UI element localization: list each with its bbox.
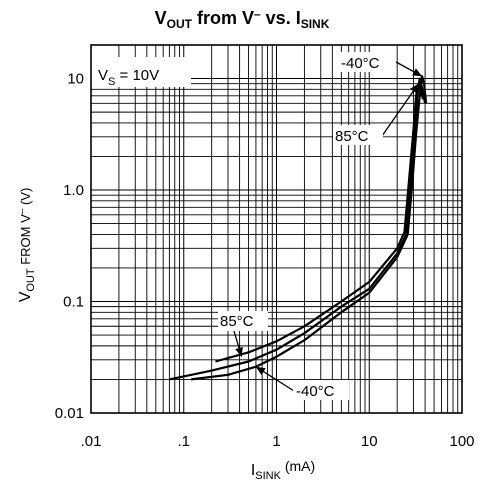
- y-axis-label-main: V: [17, 291, 34, 302]
- y-tick-label: 0.1: [63, 294, 84, 311]
- title-part-c: vs. I: [261, 8, 301, 28]
- y-axis-label-sub: OUT: [25, 268, 37, 292]
- series-line-3: [190, 75, 428, 381]
- plot-curves: [169, 75, 428, 381]
- y-tick-label: 0.01: [55, 405, 84, 422]
- x-axis-label: ISINK (mA): [251, 458, 315, 482]
- title-part-c-sub: SINK: [301, 17, 330, 31]
- x-tick-label: .1: [177, 433, 190, 450]
- title-part-b-sup: –: [254, 7, 261, 21]
- x-tick-label: 100: [449, 433, 474, 450]
- annotation-bg-2: [333, 125, 383, 145]
- y-tick-labels: 0.01 0.1 1.0 10: [55, 71, 84, 422]
- condition-label-main: V: [98, 67, 108, 84]
- y-axis-label-mid: FROM V: [18, 214, 33, 268]
- y-tick-label: 1.0: [63, 182, 84, 199]
- chart-title: VOUT from V– vs. ISINK: [155, 7, 330, 31]
- title-part-a: V: [155, 8, 167, 28]
- annotation-label-3: 85°C: [220, 313, 254, 330]
- annotation-label-2: 85°C: [335, 128, 369, 145]
- y-axis-label-sup: –: [17, 208, 28, 214]
- annotation-bg-4: [293, 380, 349, 400]
- annotation-arrow-head: [412, 68, 422, 77]
- y-axis-label: VOUT FROM V– (V): [17, 188, 37, 303]
- title-part-b: from V: [192, 8, 254, 28]
- title-part-a-sub: OUT: [167, 17, 193, 31]
- annotation-arrow-line: [381, 83, 420, 137]
- y-axis-label-end: (V): [18, 188, 33, 209]
- y-tick-label: 10: [67, 71, 84, 88]
- annotation-label-4: -40°C: [296, 383, 335, 400]
- annotation-arrow-head: [255, 366, 266, 375]
- x-tick-labels: .01 .1 1 10 100: [81, 433, 475, 450]
- annotation-arrow-head: [235, 346, 243, 357]
- annotation-bg-1: [338, 52, 396, 72]
- annotation-label-1: -40°C: [341, 55, 380, 72]
- annotation-arrows: [233, 61, 423, 392]
- x-tick-label: 1: [272, 433, 280, 450]
- plot-frame: [90, 44, 463, 414]
- condition-label-rest: = 10V: [115, 67, 159, 84]
- x-axis-label-sub: SINK: [255, 470, 281, 482]
- series-line-2: [169, 77, 427, 381]
- condition-label: VS = 10V: [98, 67, 159, 88]
- annotation-arrow-head: [410, 83, 419, 94]
- annotation-bg-3: [218, 311, 268, 331]
- condition-label-bg: [91, 57, 191, 87]
- condition-label-sub: S: [108, 76, 115, 88]
- x-axis-label-main: I: [251, 462, 255, 479]
- x-axis-label-sup: (mA): [281, 458, 315, 474]
- x-tick-label: 10: [361, 433, 378, 450]
- x-tick-label: .01: [81, 433, 102, 450]
